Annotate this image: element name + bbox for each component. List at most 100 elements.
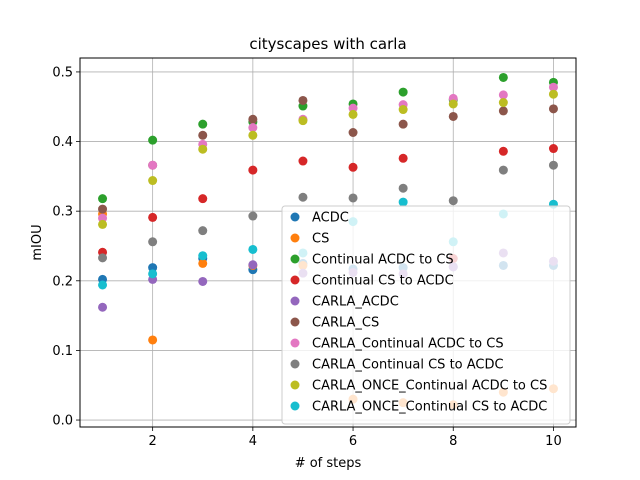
data-point bbox=[148, 269, 158, 279]
data-point bbox=[98, 213, 108, 223]
data-point bbox=[298, 95, 308, 105]
data-point bbox=[198, 226, 208, 236]
data-point bbox=[198, 130, 208, 140]
data-point bbox=[148, 263, 158, 273]
series-7 bbox=[98, 160, 558, 263]
legend-marker bbox=[290, 212, 300, 222]
data-point bbox=[398, 119, 408, 129]
data-point bbox=[548, 82, 558, 92]
data-point bbox=[348, 103, 358, 113]
legend-marker bbox=[290, 296, 300, 306]
data-point bbox=[448, 196, 458, 206]
data-point bbox=[348, 193, 358, 203]
y-tick-label: 0.2 bbox=[52, 274, 73, 289]
x-tick-label: 4 bbox=[249, 434, 257, 449]
data-point bbox=[398, 105, 408, 115]
data-point bbox=[498, 98, 508, 108]
data-point bbox=[548, 144, 558, 154]
data-point bbox=[348, 127, 358, 137]
x-tick-label: 8 bbox=[449, 434, 457, 449]
data-point bbox=[548, 160, 558, 170]
data-point bbox=[348, 109, 358, 119]
x-tick-label: 6 bbox=[349, 434, 357, 449]
y-tick-label: 0.1 bbox=[52, 344, 73, 359]
legend-marker bbox=[290, 233, 300, 243]
data-point bbox=[448, 99, 458, 109]
data-point bbox=[498, 90, 508, 100]
legend-label: CARLA_ACDC bbox=[312, 295, 399, 310]
series-8 bbox=[98, 89, 558, 229]
data-point bbox=[248, 165, 258, 175]
data-point bbox=[98, 219, 108, 229]
legend-label: Continual ACDC to CS bbox=[312, 253, 454, 268]
legend-label: CARLA_ONCE_Continual ACDC to CS bbox=[312, 379, 547, 394]
data-point bbox=[98, 194, 108, 204]
data-point bbox=[398, 87, 408, 97]
legend-label: CARLA_Continual CS to ACDC bbox=[312, 358, 504, 373]
data-point bbox=[448, 111, 458, 121]
data-point bbox=[398, 153, 408, 163]
data-point bbox=[98, 302, 108, 312]
data-point bbox=[98, 253, 108, 263]
y-tick-label: 0.3 bbox=[52, 205, 73, 220]
data-point bbox=[148, 135, 158, 145]
legend-marker bbox=[290, 401, 300, 411]
data-point bbox=[198, 258, 208, 268]
data-point bbox=[498, 106, 508, 116]
legend-label: Continual CS to ACDC bbox=[312, 274, 454, 289]
chart-title: cityscapes with carla bbox=[249, 35, 406, 53]
plot-frame bbox=[79, 57, 577, 428]
data-point bbox=[248, 211, 258, 221]
y-tick-label: 0.4 bbox=[52, 135, 73, 150]
x-tick-label: 2 bbox=[149, 434, 157, 449]
legend-label: CS bbox=[312, 232, 329, 247]
y-tick-label: 0.5 bbox=[52, 65, 73, 80]
legend-marker bbox=[290, 359, 300, 369]
data-point bbox=[148, 212, 158, 222]
legend-marker bbox=[290, 317, 300, 327]
legend-label: CARLA_CS bbox=[312, 316, 379, 331]
data-point bbox=[148, 237, 158, 247]
data-point bbox=[398, 183, 408, 193]
data-point bbox=[198, 144, 208, 154]
data-point bbox=[498, 165, 508, 175]
legend-marker bbox=[290, 380, 300, 390]
legend-label: CARLA_Continual ACDC to CS bbox=[312, 337, 504, 352]
data-point bbox=[198, 251, 208, 261]
data-point bbox=[548, 89, 558, 99]
data-point bbox=[148, 335, 158, 345]
data-point bbox=[298, 156, 308, 166]
legend-box bbox=[281, 205, 571, 425]
data-point bbox=[498, 146, 508, 156]
legend-marker bbox=[290, 275, 300, 285]
legend-label: ACDC bbox=[312, 211, 349, 226]
data-point bbox=[248, 260, 258, 270]
data-point bbox=[148, 176, 158, 186]
legend-label: CARLA_ONCE_Continual CS to ACDC bbox=[312, 400, 547, 415]
x-tick-label: 10 bbox=[545, 434, 562, 449]
data-point bbox=[298, 116, 308, 126]
data-point bbox=[198, 276, 208, 286]
data-point bbox=[248, 130, 258, 140]
legend-marker bbox=[290, 338, 300, 348]
data-point bbox=[198, 194, 208, 204]
data-point bbox=[348, 162, 358, 172]
y-tick-label: 0.0 bbox=[52, 414, 73, 429]
data-point bbox=[148, 160, 158, 170]
data-point bbox=[98, 204, 108, 214]
data-point bbox=[98, 280, 108, 290]
y-axis-ticks: 0.0 0.1 0.2 0.3 0.4 0.5 bbox=[52, 65, 80, 429]
x-axis-ticks: 2 4 6 8 10 bbox=[149, 427, 562, 449]
data-point bbox=[548, 104, 558, 114]
data-point bbox=[198, 119, 208, 129]
y-axis-title: mIOU bbox=[30, 224, 45, 260]
data-point bbox=[248, 114, 258, 124]
legend: ACDC CS Continual ACDC to CS Continual CS t… bbox=[281, 205, 571, 425]
data-point bbox=[298, 192, 308, 202]
data-point bbox=[398, 197, 408, 207]
x-axis-title: # of steps bbox=[295, 456, 362, 471]
legend-marker bbox=[290, 254, 300, 264]
data-point bbox=[498, 72, 508, 82]
data-point bbox=[248, 123, 258, 133]
